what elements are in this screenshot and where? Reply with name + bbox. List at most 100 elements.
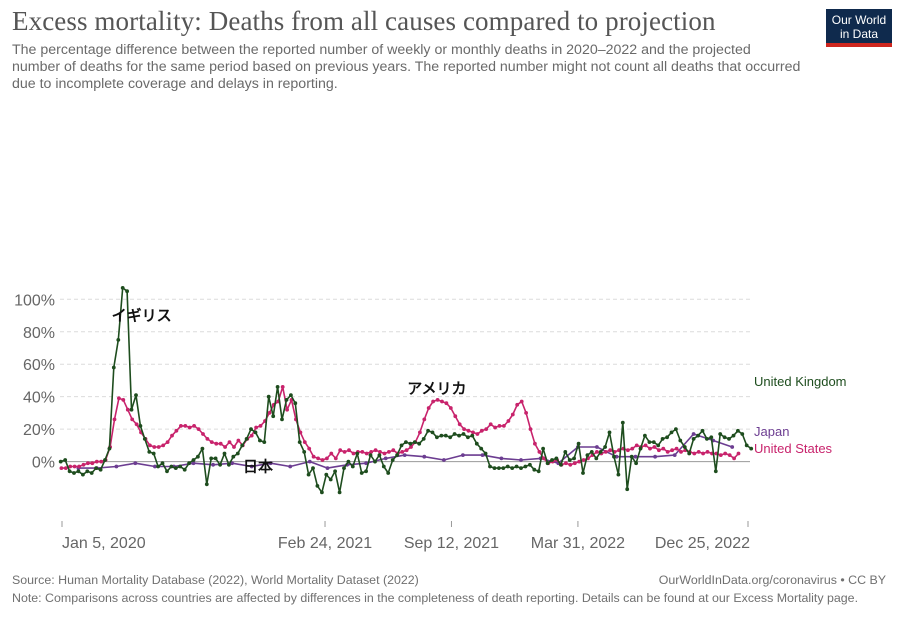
data-point bbox=[63, 466, 68, 470]
data-point bbox=[718, 453, 723, 457]
data-point bbox=[267, 411, 272, 415]
data-point bbox=[519, 466, 523, 470]
data-point bbox=[285, 407, 289, 412]
data-point bbox=[448, 406, 453, 410]
data-point bbox=[404, 440, 408, 444]
data-point bbox=[89, 471, 94, 475]
data-point bbox=[713, 469, 718, 474]
annotation-label: イギリス bbox=[112, 306, 172, 324]
data-point bbox=[620, 420, 625, 425]
data-point bbox=[502, 424, 506, 428]
data-point bbox=[297, 440, 302, 444]
data-point bbox=[280, 385, 285, 389]
owid-logo[interactable]: Our World in Data bbox=[826, 9, 892, 47]
y-tick-label: 20% bbox=[23, 422, 55, 439]
data-point bbox=[457, 422, 462, 427]
data-point bbox=[480, 453, 485, 457]
legend-united-kingdom[interactable]: United Kingdom bbox=[754, 374, 847, 389]
data-point bbox=[474, 441, 479, 446]
data-point bbox=[236, 438, 241, 443]
data-point bbox=[262, 440, 267, 444]
data-point bbox=[249, 464, 254, 469]
data-point bbox=[382, 451, 387, 456]
data-point bbox=[152, 445, 157, 449]
data-point bbox=[289, 393, 293, 397]
data-point bbox=[369, 450, 374, 454]
data-point bbox=[431, 399, 435, 404]
data-point bbox=[470, 433, 475, 438]
legend[interactable]: United Kingdom United States Japan bbox=[754, 374, 847, 456]
data-point bbox=[727, 437, 731, 441]
data-point bbox=[412, 440, 417, 444]
data-point bbox=[342, 450, 347, 454]
data-point bbox=[679, 450, 683, 454]
data-point bbox=[444, 401, 449, 406]
data-point bbox=[475, 432, 480, 436]
data-point bbox=[94, 459, 99, 464]
data-point bbox=[670, 448, 674, 453]
data-point bbox=[351, 451, 356, 456]
data-point bbox=[94, 466, 98, 470]
data-point bbox=[732, 456, 736, 461]
data-point bbox=[402, 453, 407, 457]
excess-mortality-chart: 0% 20% 40% 60% 80% 100% Jan 5, 2020 Feb 24, 20… bbox=[14, 286, 847, 552]
data-point bbox=[359, 471, 364, 475]
data-point bbox=[430, 430, 435, 435]
data-point bbox=[643, 443, 648, 448]
data-point bbox=[235, 451, 240, 456]
data-point bbox=[674, 446, 679, 451]
source-note: Source: Human Mortality Database (2022),… bbox=[12, 573, 419, 587]
logo-accent-bar bbox=[826, 43, 892, 47]
data-point bbox=[577, 459, 582, 464]
legend-japan[interactable]: Japan bbox=[754, 424, 789, 439]
data-point bbox=[129, 407, 134, 412]
data-point bbox=[564, 461, 568, 466]
x-tick-label: Mar 31, 2022 bbox=[531, 535, 625, 552]
data-point bbox=[311, 466, 315, 470]
data-point bbox=[443, 433, 448, 438]
data-point bbox=[187, 461, 192, 466]
data-point bbox=[705, 450, 710, 454]
data-point bbox=[669, 430, 674, 435]
logo-line-2: in Data bbox=[839, 27, 879, 41]
data-point bbox=[418, 430, 422, 435]
data-point bbox=[554, 456, 559, 461]
data-point bbox=[324, 472, 329, 477]
data-point bbox=[471, 430, 475, 435]
data-point bbox=[275, 385, 280, 389]
data-point bbox=[120, 286, 125, 290]
data-point bbox=[633, 454, 638, 459]
data-point bbox=[499, 456, 504, 461]
data-point bbox=[72, 471, 76, 475]
data-point bbox=[696, 450, 701, 454]
legend-united-states[interactable]: United States bbox=[754, 441, 833, 456]
data-point bbox=[417, 441, 422, 446]
data-point bbox=[201, 432, 205, 436]
data-point bbox=[211, 462, 216, 467]
data-point bbox=[116, 338, 121, 342]
data-point bbox=[634, 461, 638, 466]
data-point bbox=[678, 438, 683, 443]
data-point bbox=[422, 454, 427, 459]
data-point bbox=[103, 458, 107, 462]
data-point bbox=[125, 289, 129, 294]
data-point bbox=[647, 440, 652, 444]
data-point bbox=[505, 464, 510, 469]
data-point bbox=[466, 435, 470, 440]
data-point bbox=[399, 443, 404, 448]
data-point bbox=[576, 441, 581, 446]
data-point bbox=[333, 456, 338, 461]
data-point bbox=[378, 450, 382, 454]
data-point bbox=[178, 464, 183, 469]
data-point bbox=[99, 459, 104, 464]
data-point bbox=[329, 451, 334, 456]
source-url[interactable]: OurWorldInData.org/coronavirus • CC BY bbox=[658, 573, 886, 587]
data-point bbox=[730, 445, 735, 449]
data-point bbox=[112, 417, 117, 422]
data-point bbox=[307, 446, 312, 451]
data-point bbox=[709, 435, 714, 440]
data-point bbox=[342, 466, 346, 470]
y-tick-label: 40% bbox=[23, 390, 55, 407]
data-point bbox=[214, 441, 219, 446]
data-point bbox=[740, 432, 745, 436]
